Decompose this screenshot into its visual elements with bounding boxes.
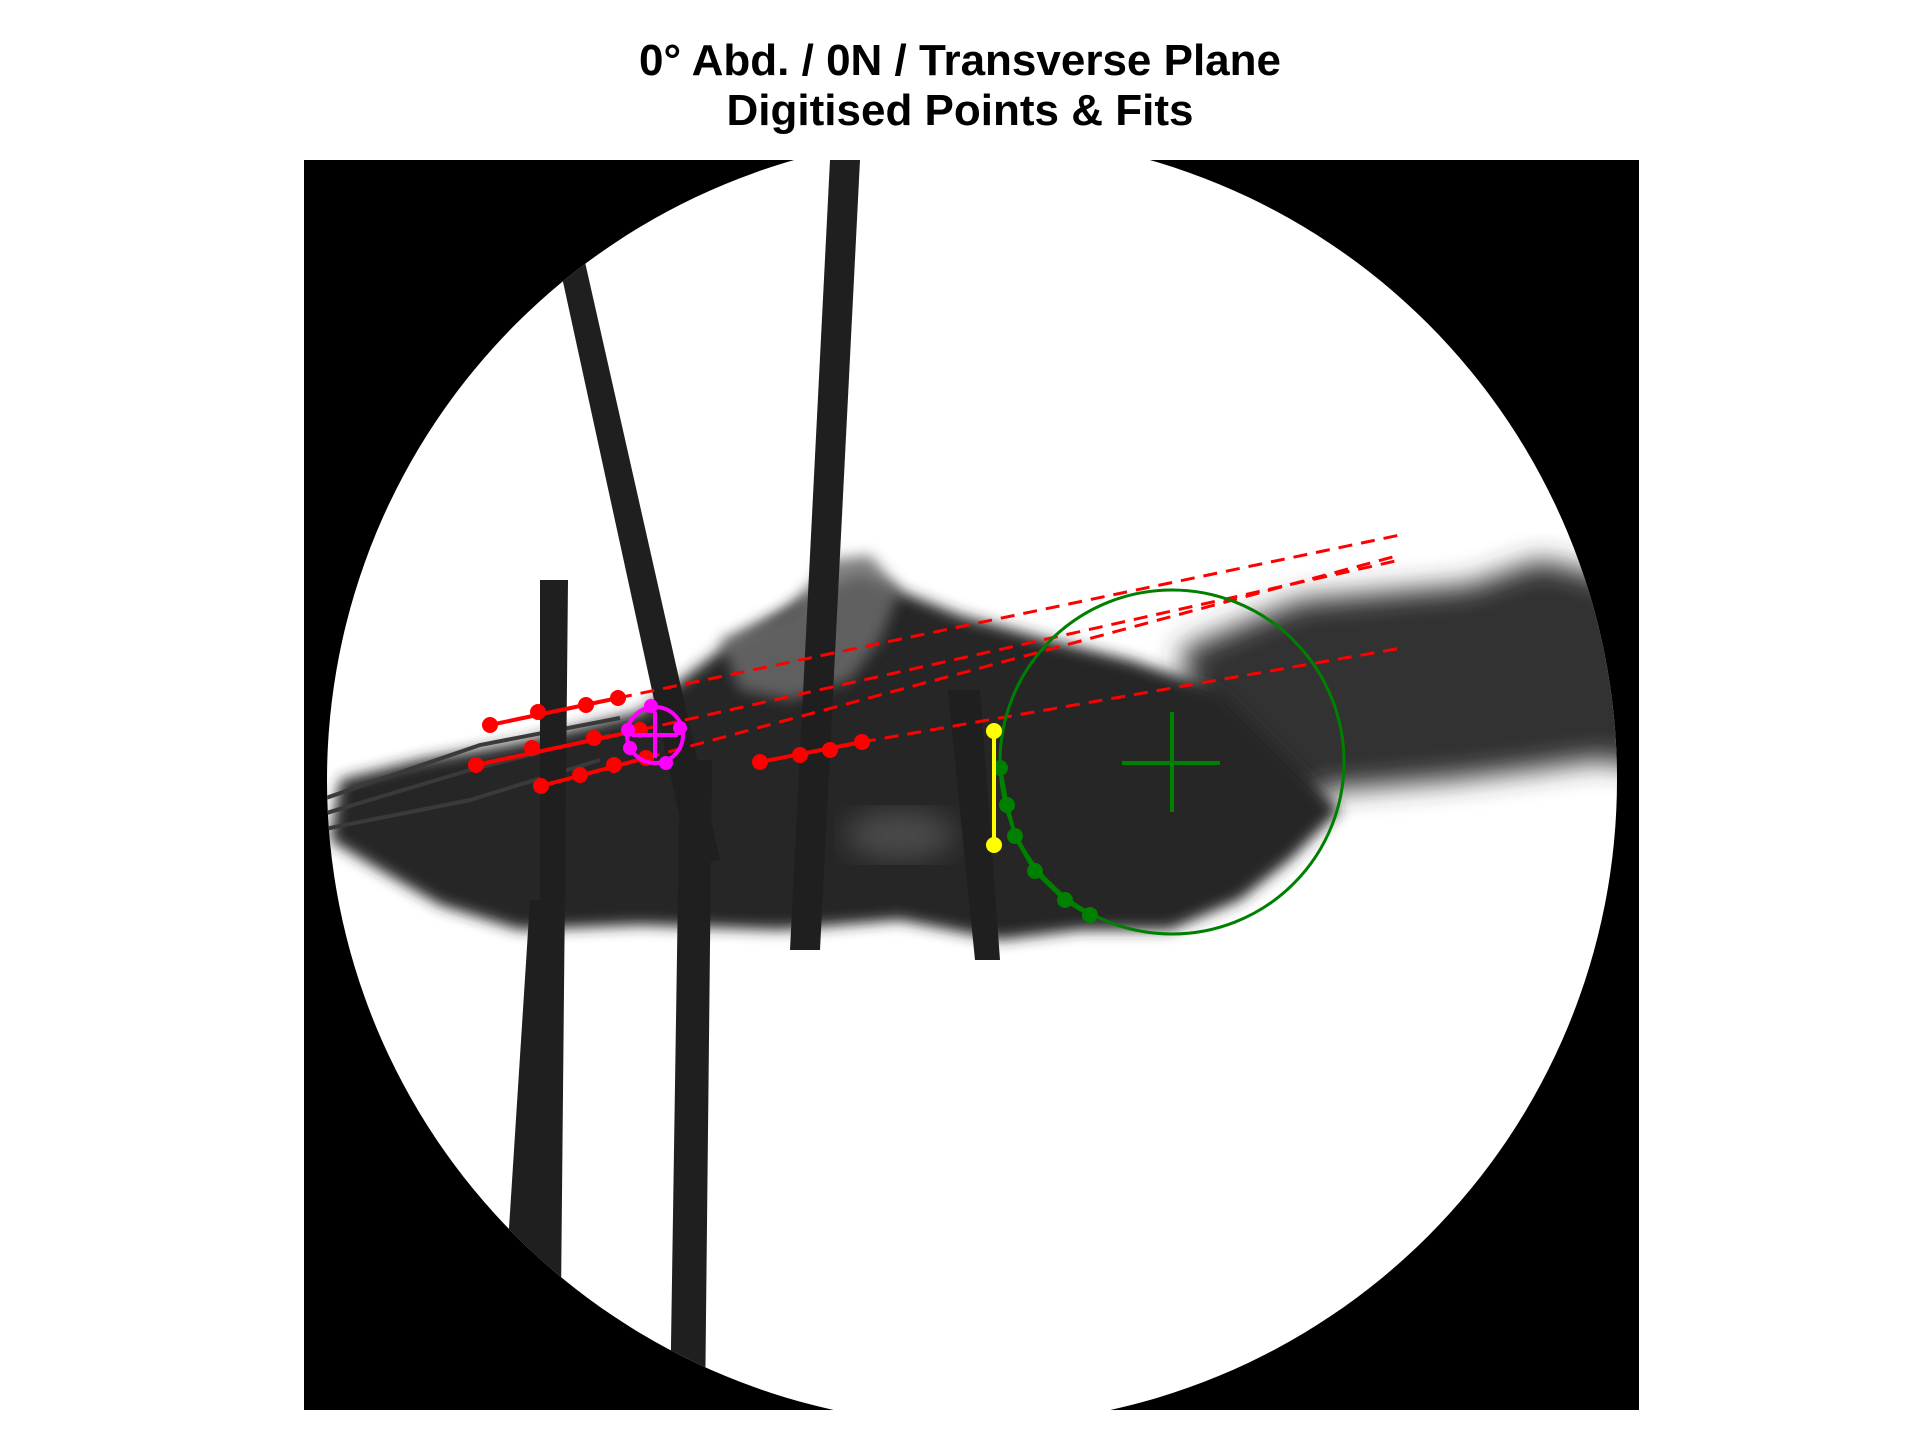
xray-image bbox=[304, 160, 1639, 1410]
digitised-segment-1 bbox=[489, 696, 619, 727]
scapula-tissue bbox=[330, 575, 1340, 940]
digitised-point-2-2 bbox=[524, 740, 540, 756]
digitised-point-3-3 bbox=[606, 757, 622, 773]
rod-diagonal bbox=[560, 262, 720, 865]
digitised-segment-3 bbox=[540, 756, 647, 788]
rod-right-short bbox=[948, 690, 1000, 960]
digitised-point-3-2 bbox=[572, 767, 588, 783]
digitised-point-4-3 bbox=[822, 742, 838, 758]
fit-line-3 bbox=[645, 553, 1401, 760]
green-point-4 bbox=[1027, 863, 1043, 879]
magenta-point-1 bbox=[644, 699, 658, 713]
digitised-point-1-1 bbox=[482, 717, 498, 733]
title-line-1: 0° Abd. / 0N / Transverse Plane bbox=[638, 36, 1282, 85]
digitised-point-4-1 bbox=[752, 754, 768, 770]
title-line-2: Digitised Points & Fits bbox=[726, 86, 1194, 135]
digitised-point-4-4 bbox=[854, 734, 870, 750]
digitised-point-1-4 bbox=[610, 690, 626, 706]
humerus-shaft bbox=[1180, 560, 1617, 830]
digitised-point-2-1 bbox=[468, 757, 484, 773]
rod-center-vertical bbox=[670, 760, 712, 1410]
green-point-6 bbox=[1082, 907, 1098, 923]
fit-line-1 bbox=[617, 533, 1401, 700]
digitised-point-3-1 bbox=[533, 778, 549, 794]
digitised-point-4-2 bbox=[792, 747, 808, 763]
green-point-3 bbox=[1007, 828, 1023, 844]
magenta-point-4 bbox=[623, 741, 637, 755]
digitised-point-1-3 bbox=[578, 697, 594, 713]
digitised-segment-4 bbox=[759, 740, 863, 764]
magenta-point-3 bbox=[659, 756, 673, 770]
digitised-point-2-3 bbox=[586, 730, 602, 746]
green-point-2 bbox=[999, 797, 1015, 813]
digitised-point-1-2 bbox=[530, 704, 546, 720]
digitised-segment-2 bbox=[475, 728, 641, 767]
soft-bright-region bbox=[845, 810, 955, 860]
magenta-point-2 bbox=[673, 721, 687, 735]
green-point-5 bbox=[1057, 892, 1073, 908]
magenta-point-5 bbox=[621, 723, 635, 737]
figure-title: 0° Abd. / 0N / Transverse Plane Digitise… bbox=[0, 36, 1920, 136]
reference-point-bottom bbox=[986, 837, 1002, 853]
reference-point-top bbox=[986, 723, 1002, 739]
digitised-overlays bbox=[468, 533, 1403, 936]
